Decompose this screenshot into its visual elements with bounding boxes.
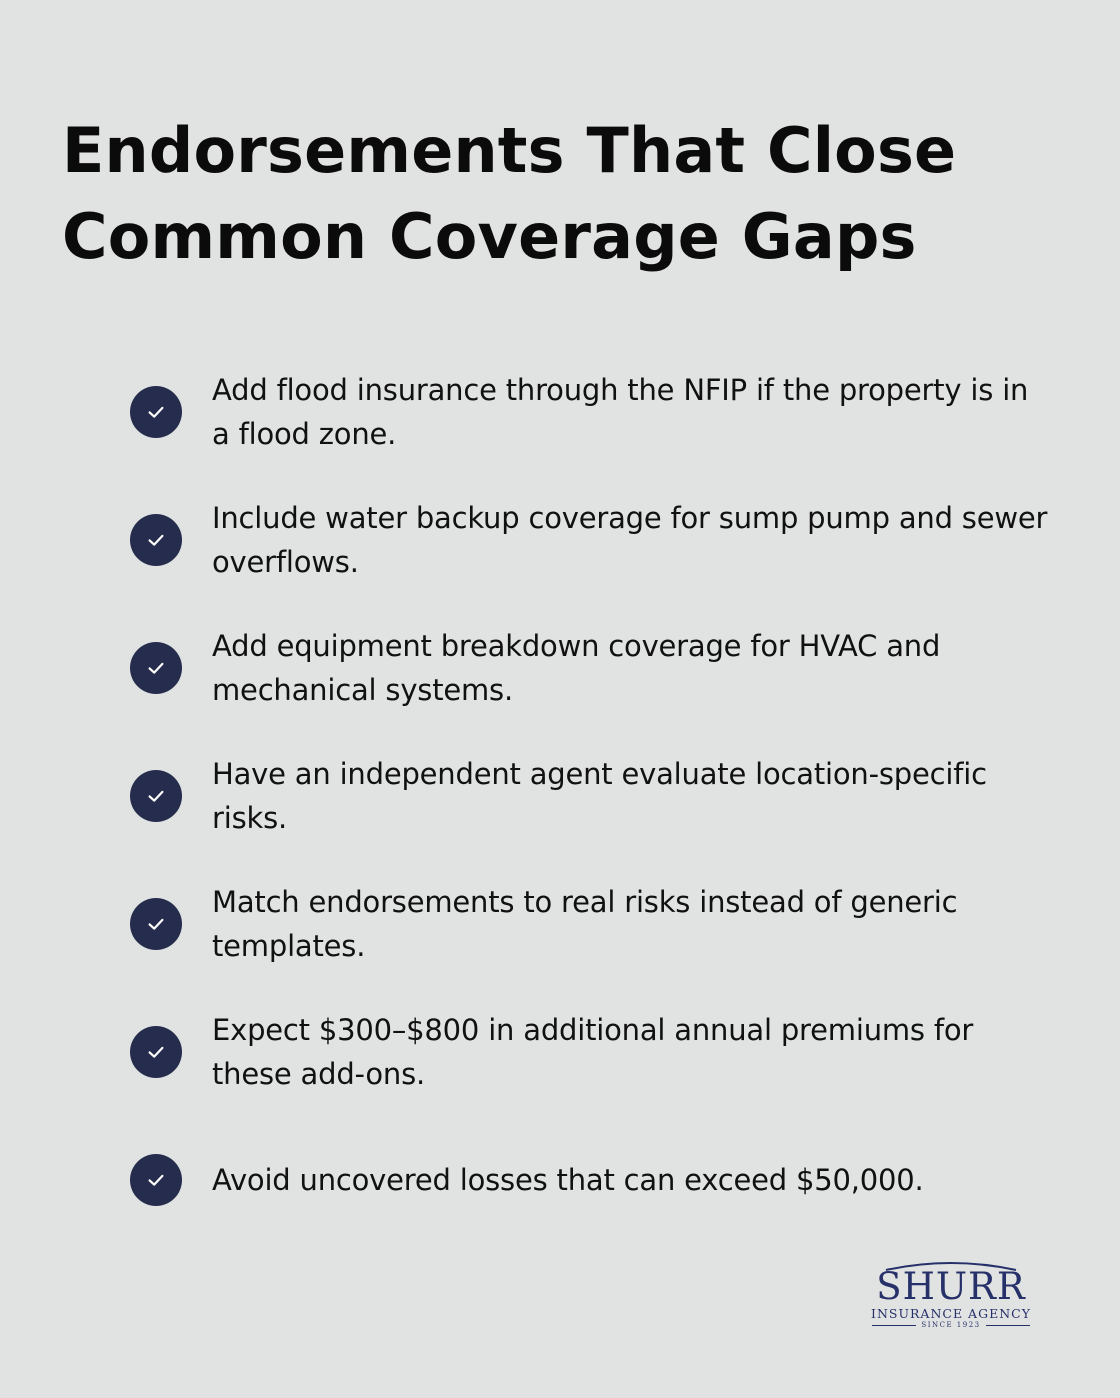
list-item-text: Include water backup coverage for sump p…	[212, 501, 1048, 579]
list-item: Include water backup coverage for sump p…	[130, 496, 1050, 584]
logo-subtitle: INSURANCE AGENCY	[871, 1306, 1031, 1321]
list-item-text: Expect $300–$800 in additional annual pr…	[212, 1013, 974, 1091]
list-item: Have an independent agent evaluate locat…	[130, 752, 1050, 840]
agency-logo: SHURR INSURANCE AGENCY SINCE 1923	[866, 1258, 1036, 1338]
list-item: Expect $300–$800 in additional annual pr…	[130, 1008, 1050, 1096]
logo-since-row: SINCE 1923	[872, 1321, 1031, 1330]
list-item-text: Add flood insurance through the NFIP if …	[212, 373, 1029, 451]
check-icon	[130, 770, 182, 822]
logo-since: SINCE 1923	[921, 1321, 981, 1329]
check-icon	[130, 898, 182, 950]
list-item-text: Avoid uncovered losses that can exceed $…	[212, 1163, 924, 1197]
list-item: Match endorsements to real risks instead…	[130, 880, 1050, 968]
logo-arc-icon	[885, 1262, 1017, 1271]
list-item: Avoid uncovered losses that can exceed $…	[130, 1136, 1050, 1224]
list-item-text: Have an independent agent evaluate locat…	[212, 757, 987, 835]
check-icon	[130, 386, 182, 438]
check-icon	[130, 1154, 182, 1206]
list-item: Add equipment breakdown coverage for HVA…	[130, 624, 1050, 712]
logo-rule-left	[872, 1325, 917, 1326]
checklist: Add flood insurance through the NFIP if …	[130, 368, 1050, 1224]
list-item-text: Match endorsements to real risks instead…	[212, 885, 958, 963]
check-icon	[130, 642, 182, 694]
check-icon	[130, 1026, 182, 1078]
page-title: Endorsements That Close Common Coverage …	[62, 114, 957, 273]
check-icon	[130, 514, 182, 566]
logo-name: SHURR	[876, 1265, 1026, 1308]
list-item-text: Add equipment breakdown coverage for HVA…	[212, 629, 941, 707]
list-item: Add flood insurance through the NFIP if …	[130, 368, 1050, 456]
logo-rule-right	[985, 1325, 1031, 1326]
